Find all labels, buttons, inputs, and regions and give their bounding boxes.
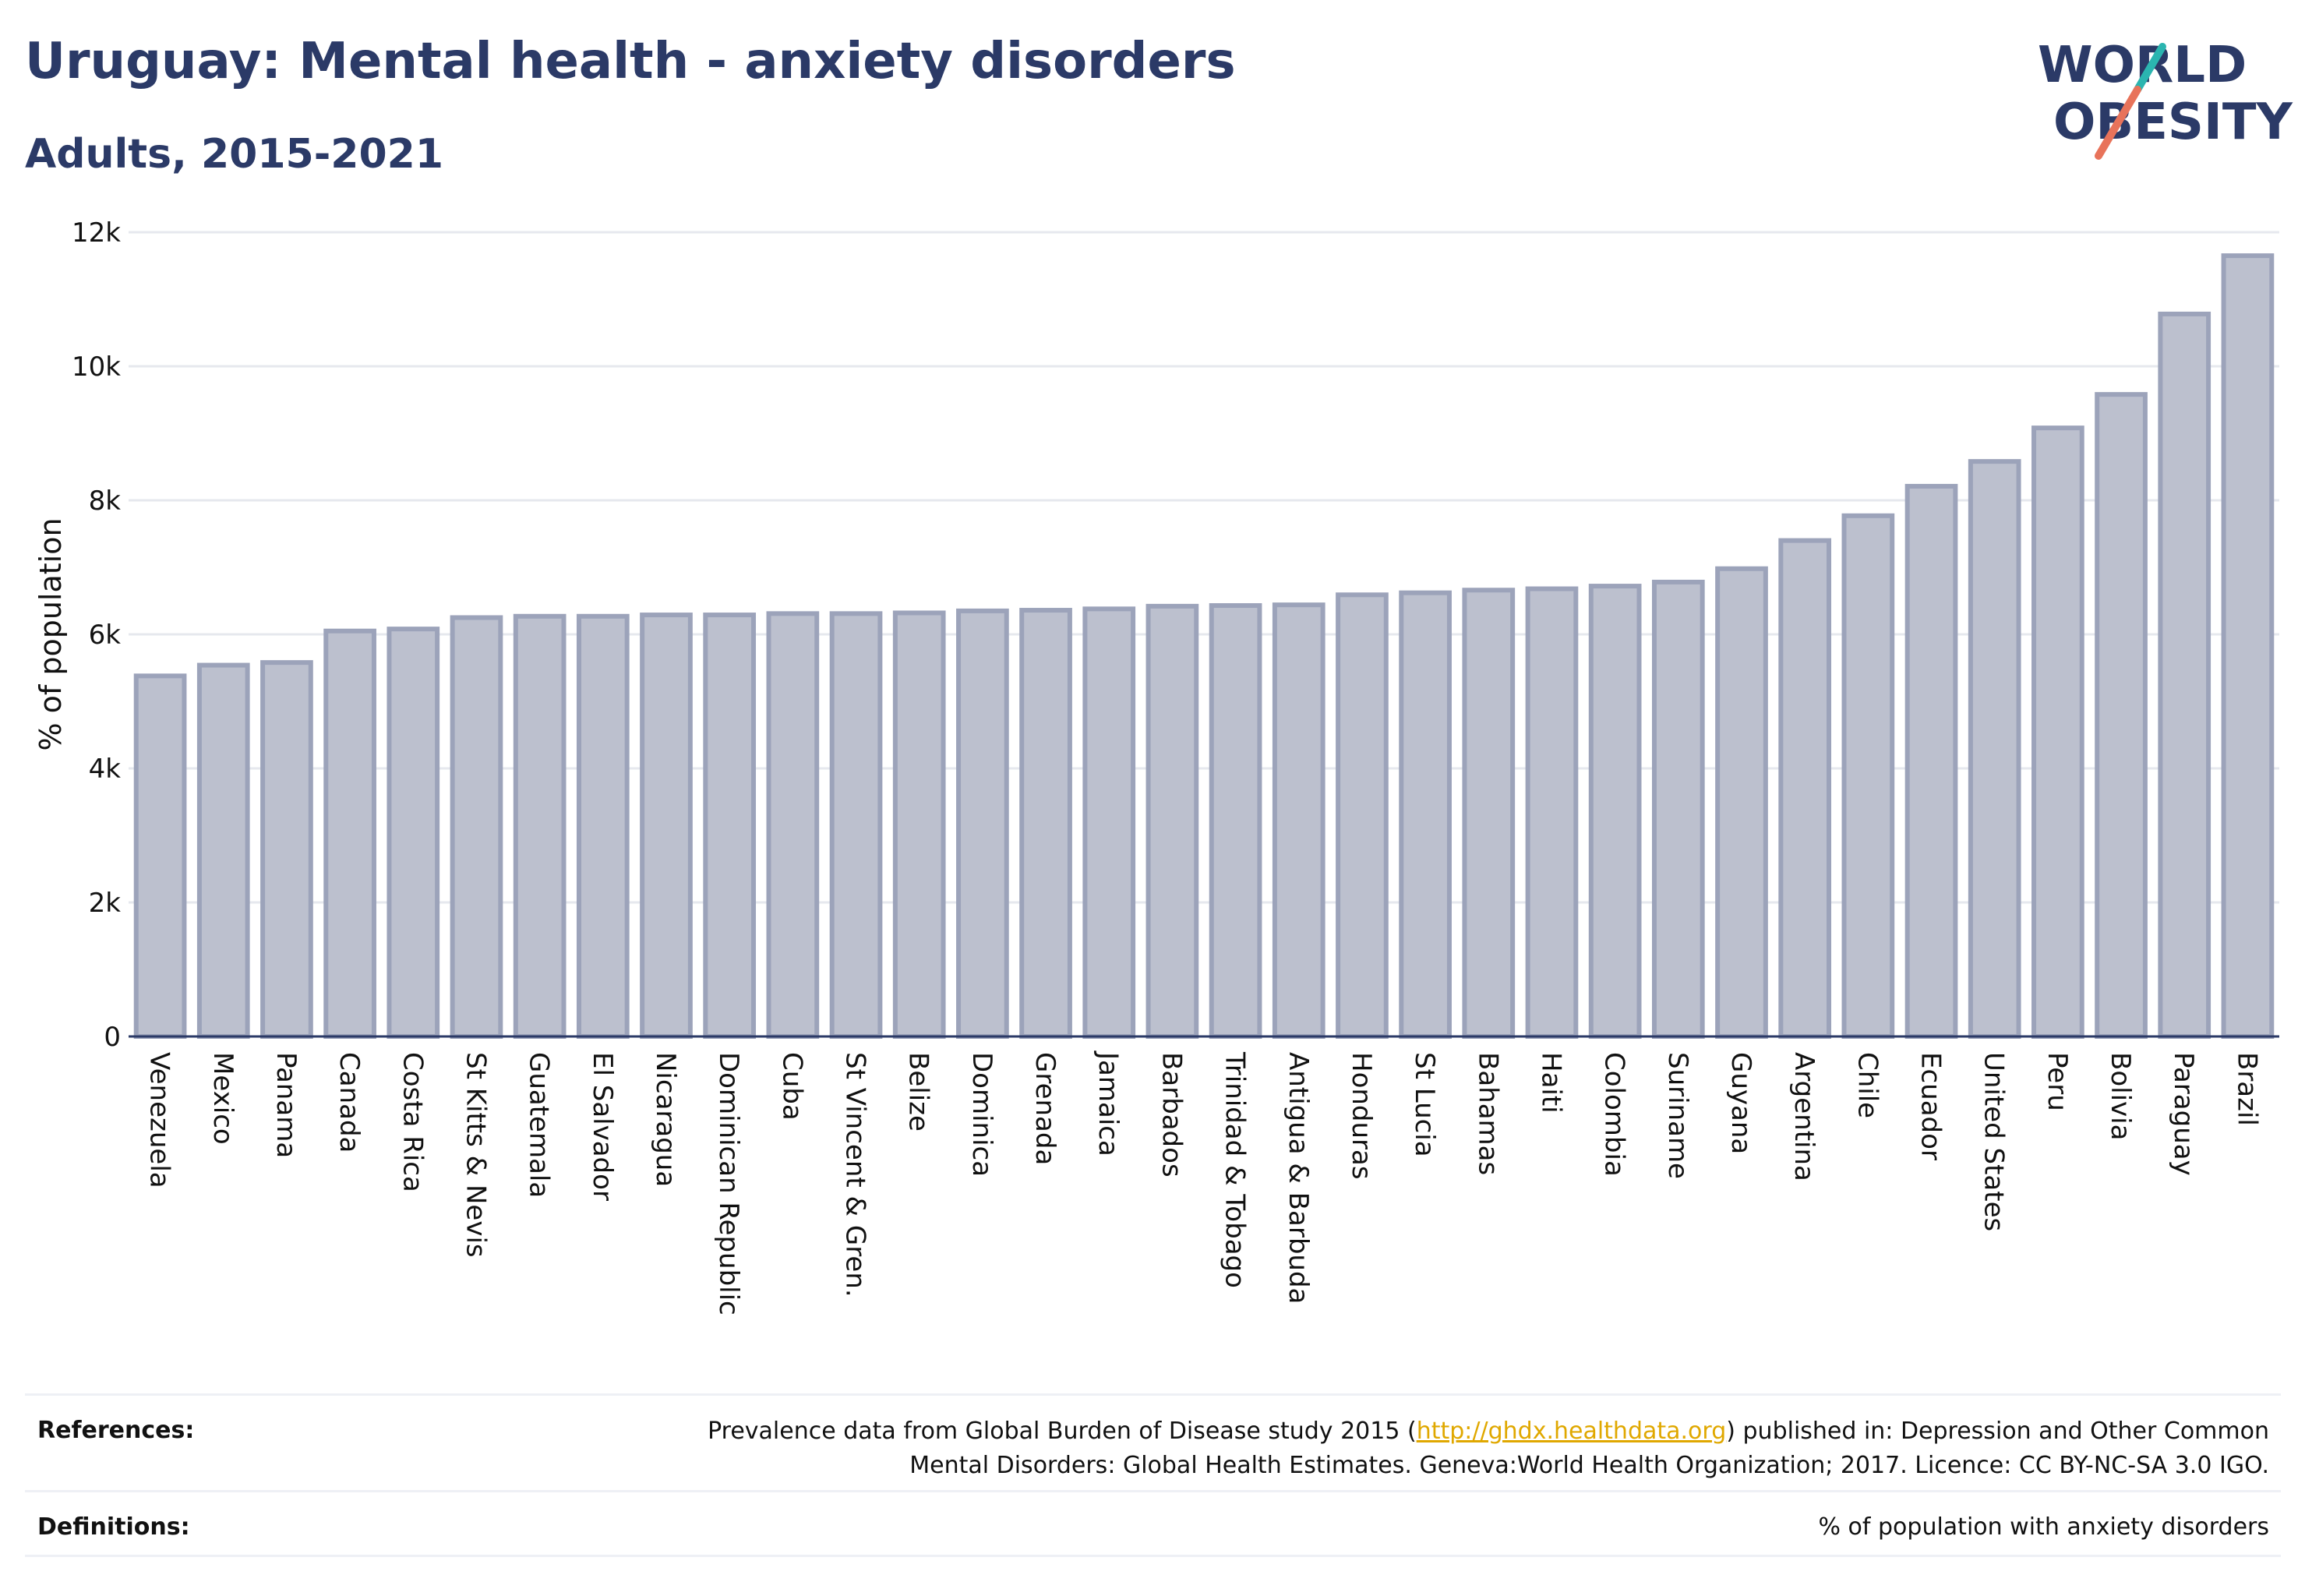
definitions-label: Definitions: xyxy=(37,1513,190,1541)
bar-united-states xyxy=(1968,459,2021,1039)
x-tick-label: Haiti xyxy=(1535,1052,1566,1114)
footer-divider-bottom xyxy=(25,1555,2281,1557)
y-axis-label: % of population xyxy=(34,517,68,750)
x-tick-label: Bahamas xyxy=(1472,1052,1503,1175)
x-tick-label: Dominican Republic xyxy=(713,1052,744,1315)
bar-belize xyxy=(892,610,946,1039)
x-tick-label: Grenada xyxy=(1029,1052,1061,1165)
x-tick-label: Honduras xyxy=(1346,1052,1377,1180)
bar-guyana xyxy=(1715,566,1768,1039)
logo-slash-coral xyxy=(2095,86,2141,160)
references-text: Prevalence data from Global Burden of Di… xyxy=(633,1414,2269,1483)
bar-honduras xyxy=(1336,592,1389,1039)
x-tick-label: Costa Rica xyxy=(397,1052,428,1192)
x-tick-label: St Lucia xyxy=(1409,1052,1440,1157)
bar-nicaragua xyxy=(640,613,693,1039)
bar-antigua-barbuda xyxy=(1272,602,1325,1039)
bar-el-salvador xyxy=(576,613,630,1039)
bar-venezuela xyxy=(133,673,187,1039)
references-link[interactable]: http://ghdx.healthdata.org xyxy=(1416,1418,1727,1445)
bar-suriname xyxy=(1651,579,1705,1039)
x-tick-label: El Salvador xyxy=(587,1052,618,1201)
definitions-text: % of population with anxiety disorders xyxy=(1818,1513,2269,1541)
x-tick-label: Peru xyxy=(2042,1052,2073,1111)
x-tick-label: Nicaragua xyxy=(650,1052,681,1187)
x-tick-label: Mexico xyxy=(207,1052,238,1145)
bar-barbados xyxy=(1145,603,1199,1039)
x-tick-label: Chile xyxy=(1851,1052,1883,1118)
y-tick-label: 8k xyxy=(89,486,122,517)
x-tick-label: Panama xyxy=(270,1052,302,1158)
x-tick-label: Colombia xyxy=(1599,1052,1630,1177)
y-tick-label: 12k xyxy=(72,217,121,249)
y-tick-label: 2k xyxy=(89,888,122,919)
x-tick-label: Jamaica xyxy=(1092,1050,1124,1156)
x-tick-label: St Kitts & Nevis xyxy=(460,1052,491,1258)
bar-panama xyxy=(260,660,313,1039)
x-tick-label: Brazil xyxy=(2231,1052,2262,1126)
bar-mexico xyxy=(196,662,250,1039)
x-tick-label: St Vincent & Gren. xyxy=(840,1052,871,1298)
x-tick-label: Cuba xyxy=(776,1052,807,1121)
bar-trinidad-tobago xyxy=(1209,603,1262,1039)
bar-st-kitts-nevis xyxy=(450,615,503,1039)
bar-costa-rica xyxy=(387,627,440,1039)
bar-grenada xyxy=(1019,608,1072,1039)
chart-subtitle: Adults, 2015-2021 xyxy=(25,131,444,178)
y-tick-label: 10k xyxy=(72,351,121,383)
bar-bahamas xyxy=(1462,588,1516,1039)
bar-colombia xyxy=(1588,584,1642,1039)
x-tick-label: Trinidad & Tobago xyxy=(1220,1051,1251,1288)
x-tick-label: Paraguay xyxy=(2168,1052,2199,1176)
bar-dominican-republic xyxy=(703,613,757,1039)
bars xyxy=(133,253,2275,1040)
y-tick-label: 0 xyxy=(104,1022,121,1053)
y-tick-label: 6k xyxy=(89,620,122,651)
bar-chile xyxy=(1841,513,1895,1039)
y-tick-label: 4k xyxy=(89,754,122,785)
x-tick-label: Belize xyxy=(903,1052,934,1132)
x-tick-label: Argentina xyxy=(1788,1052,1820,1181)
x-tick-label: Canada xyxy=(334,1052,365,1153)
x-tick-label: Barbados xyxy=(1156,1052,1187,1178)
references-text-line2: Mental Disorders: Global Health Estimate… xyxy=(909,1452,2269,1479)
x-tick-label: Bolivia xyxy=(2105,1052,2136,1140)
world-obesity-logo: WORLD OBESITY xyxy=(2038,37,2293,160)
x-tick-label: Guatemala xyxy=(524,1052,555,1198)
y-tick-labels: 0 2k 4k 6k 8k 10k 12k xyxy=(72,217,121,1053)
bar-canada xyxy=(323,628,376,1039)
bar-brazil xyxy=(2221,253,2275,1040)
bar-st-lucia xyxy=(1399,590,1452,1039)
bar-bolivia xyxy=(2095,392,2148,1039)
bar-haiti xyxy=(1525,586,1579,1039)
references-text-after: ) published in: Depression and Other Com… xyxy=(1726,1418,2269,1445)
x-tick-labels: Venezuela Mexico Panama Canada Costa Rica St … xyxy=(144,1050,2263,1315)
x-tick-label: Guyana xyxy=(1725,1052,1756,1154)
bar-dominica xyxy=(956,608,1009,1039)
bar-guatemala xyxy=(513,613,567,1039)
bar-cuba xyxy=(766,611,820,1039)
bar-peru xyxy=(2031,425,2084,1039)
x-tick-label: United States xyxy=(1978,1052,2010,1231)
references-text-before: Prevalence data from Global Burden of Di… xyxy=(708,1418,1417,1445)
bar-paraguay xyxy=(2158,311,2211,1040)
x-tick-label: Antigua & Barbuda xyxy=(1283,1052,1314,1304)
bar-ecuador xyxy=(1904,483,1958,1039)
logo-slash-teal xyxy=(2134,43,2166,94)
chart-title: Uruguay: Mental health - anxiety disorde… xyxy=(25,33,1236,90)
bar-jamaica xyxy=(1082,606,1136,1039)
x-tick-label: Dominica xyxy=(966,1052,997,1177)
x-tick-label: Ecuador xyxy=(1915,1052,1947,1160)
bar-st-vincent-gren- xyxy=(829,611,883,1039)
x-tick-label: Venezuela xyxy=(144,1052,175,1188)
footer-divider-middle xyxy=(25,1490,2281,1492)
x-tick-label: Suriname xyxy=(1662,1052,1693,1179)
bar-argentina xyxy=(1778,538,1832,1039)
logo-text-obesity: OBESITY xyxy=(2053,94,2293,151)
footer-divider-top xyxy=(25,1393,2281,1396)
references-label: References: xyxy=(37,1417,195,1444)
